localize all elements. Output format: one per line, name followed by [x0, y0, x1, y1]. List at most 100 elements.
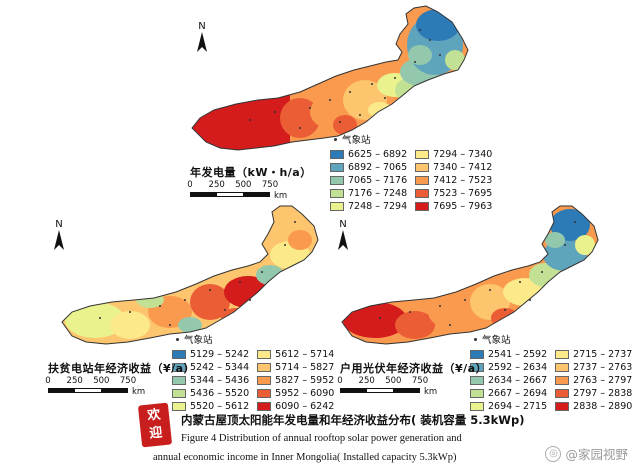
- legend-swatch: [470, 350, 484, 359]
- map-title-2: 扶贫电站年经济收益（¥/a）: [48, 362, 196, 375]
- watermark-text: @家园视野: [565, 447, 628, 462]
- legend-label: 2592 – 2634: [488, 362, 548, 373]
- legend-swatch: [555, 350, 570, 359]
- legend-item: 7523 – 7695: [415, 188, 492, 199]
- scalebar-ticks: 0 250 500 750: [187, 180, 278, 192]
- legend-swatch: [257, 402, 272, 411]
- scalebar-tick-label: 500: [235, 180, 252, 190]
- watermark-logo-icon: ◎: [545, 445, 562, 462]
- legend-label: 7294 – 7340: [433, 149, 493, 160]
- legend-swatch: [555, 389, 570, 398]
- legend-label: 5129 – 5242: [190, 349, 250, 360]
- scalebar-bar: [190, 192, 270, 197]
- legend-swatch: [330, 150, 344, 159]
- legend-item: 2715 – 2737: [555, 349, 632, 360]
- legend-swatch: [257, 389, 272, 398]
- legend-swatch: [555, 402, 570, 411]
- legend-item: 7412 – 7523: [415, 175, 492, 186]
- scalebar-unit: km: [424, 387, 438, 397]
- legend-swatch: [415, 202, 430, 211]
- legend-label: 2797 – 2838: [573, 388, 633, 399]
- legend-swatch: [470, 376, 484, 385]
- station-dot-icon: [176, 337, 179, 341]
- scalebar-bar: [340, 388, 420, 393]
- legend-item: 2667 – 2694: [470, 388, 547, 399]
- scalebar-tick-label: 750: [411, 376, 429, 386]
- legend-item: 6625 – 6892: [330, 149, 407, 160]
- legend-label: 7176 – 7248: [348, 188, 408, 199]
- legend-label: 5612 – 5714: [275, 349, 335, 360]
- legend-swatch: [172, 350, 186, 359]
- north-arrow-icon: [338, 230, 348, 250]
- legend-station: 气象站: [172, 332, 334, 346]
- inner-mongolia-map-1: [191, 5, 469, 151]
- station-dot-icon: [334, 137, 337, 141]
- legend-grid: 6625 – 6892 7294 – 7340 6892 – 7065 7340 – …: [330, 149, 492, 212]
- legend-swatch: [330, 202, 344, 211]
- scalebar-tick-label: 500: [385, 376, 402, 386]
- north-arrow-icon: [197, 32, 207, 52]
- legend-label: 2541 – 2592: [488, 349, 548, 360]
- legend-swatch: [330, 189, 344, 198]
- legend-label: 7248 – 7294: [348, 201, 408, 212]
- legend-station-label: 气象站: [342, 135, 371, 146]
- legend-station: 气象站: [470, 332, 632, 346]
- legend-item: 7176 – 7248: [330, 188, 407, 199]
- legend-item: 5129 – 5242: [172, 349, 249, 360]
- legend-item: 6892 – 7065: [330, 162, 407, 173]
- legend-item: 7065 – 7176: [330, 175, 407, 186]
- scalebar-ticks: 0 250 500 750: [45, 376, 136, 388]
- legend-label: 5714 – 5827: [275, 362, 335, 373]
- legend-swatch: [172, 376, 186, 385]
- legend-item: 2694 – 2715: [470, 401, 547, 412]
- welcome-stamp: 欢 迎: [137, 402, 173, 448]
- legend-label: 5827 – 5952: [275, 375, 335, 386]
- legend-map-2: 气象站 5129 – 5242 5612 – 5714 5242 – 5344 571…: [172, 332, 334, 412]
- map-household-pv-income: N: [320, 200, 640, 412]
- map-poverty-station-income: N: [0, 200, 334, 412]
- legend-station: 气象站: [330, 132, 492, 146]
- legend-swatch: [415, 176, 430, 185]
- legend-label: 7065 – 7176: [348, 175, 408, 186]
- legend-swatch: [172, 389, 186, 398]
- scalebar-tick-label: 0: [45, 376, 51, 386]
- legend-station-label: 气象站: [184, 335, 213, 346]
- legend-item: 7248 – 7294: [330, 201, 407, 212]
- legend-swatch: [172, 363, 186, 372]
- scalebar-1: 0 250 500 750 km: [187, 180, 287, 201]
- scalebar-unit: km: [274, 191, 288, 201]
- legend-item: 7340 – 7412: [415, 162, 492, 173]
- legend-label: 5520 – 5612: [190, 401, 250, 412]
- scalebar-tick-label: 250: [208, 180, 225, 190]
- north-arrow: N: [336, 220, 350, 252]
- scalebar-tick-label: 750: [119, 376, 137, 386]
- legend-swatch: [470, 363, 484, 372]
- legend-map-3: 气象站 2541 – 2592 2715 – 2737 2592 – 2634 273…: [470, 332, 632, 412]
- legend-item: 5952 – 6090: [257, 388, 334, 399]
- scalebar-2: 0 250 500 750 km: [45, 376, 145, 397]
- legend-item: 2634 – 2667: [470, 375, 547, 386]
- legend-label: 6090 – 6242: [275, 401, 335, 412]
- caption-en-line-2: annual economic income in Inner Mongolia…: [153, 452, 457, 463]
- station-dot-icon: [474, 337, 477, 341]
- caption-cn: 内蒙古屋顶太阳能年发电量和年经济收益分布( 装机容量 5.3kWp): [181, 413, 525, 427]
- map-title-3: 户用光伏年经济收益（¥/a）: [340, 362, 488, 375]
- legend-item: 5520 – 5612: [172, 401, 249, 412]
- legend-label: 2737 – 2763: [573, 362, 633, 373]
- stamp-char-2: 迎: [148, 425, 164, 442]
- north-label: N: [339, 219, 347, 230]
- legend-label: 2694 – 2715: [488, 401, 548, 412]
- legend-label: 6892 – 7065: [348, 162, 408, 173]
- legend-label: 5242 – 5344: [190, 362, 250, 373]
- legend-label: 2634 – 2667: [488, 375, 548, 386]
- legend-label: 5344 – 5436: [190, 375, 250, 386]
- legend-swatch: [257, 350, 272, 359]
- legend-swatch: [172, 402, 186, 411]
- legend-label: 5436 – 5520: [190, 388, 250, 399]
- legend-swatch: [257, 376, 272, 385]
- legend-label: 2763 – 2797: [573, 375, 633, 386]
- legend-station-label: 气象站: [482, 335, 511, 346]
- legend-item: 5242 – 5344: [172, 362, 249, 373]
- legend-swatch: [470, 402, 484, 411]
- legend-label: 2715 – 2737: [573, 349, 633, 360]
